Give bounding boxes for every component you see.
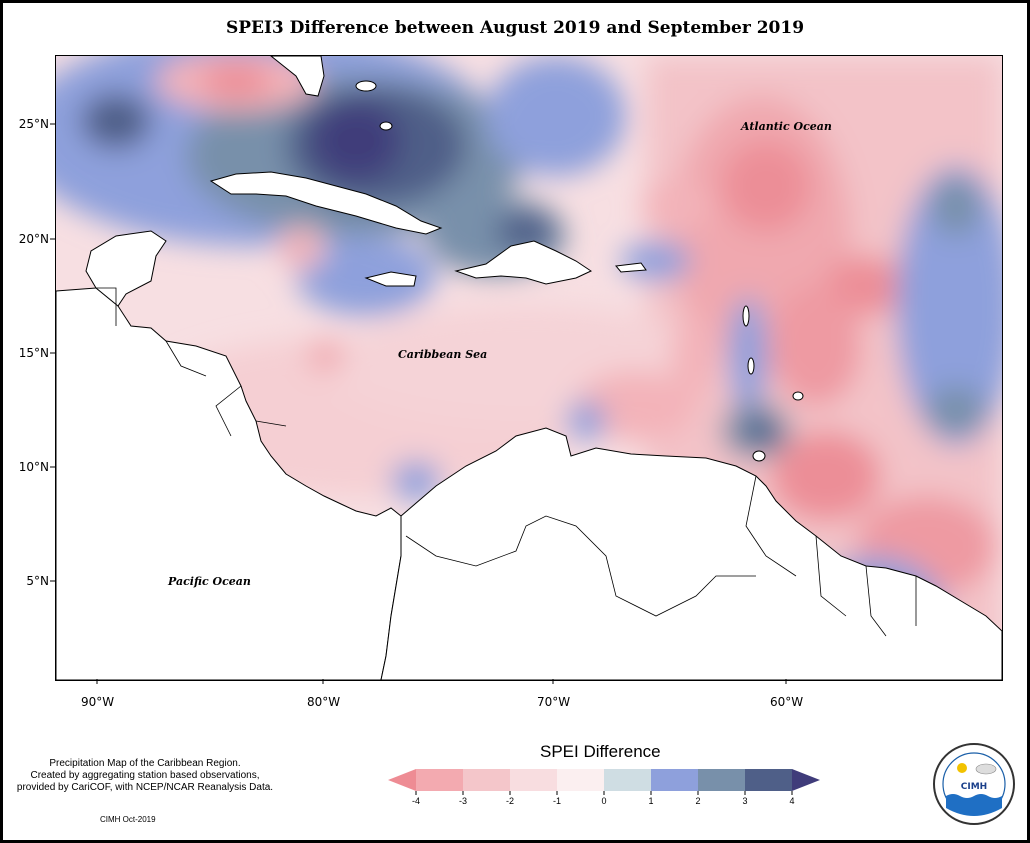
legend-tick-label: -3 <box>459 796 467 806</box>
bahamas-island <box>355 80 377 92</box>
y-tick-label: 25°N <box>18 117 49 131</box>
legend-tick-label: -1 <box>553 796 561 806</box>
x-tick-label: 90°W <box>81 695 115 709</box>
cloud-icon <box>975 763 997 775</box>
map-panel: Atlantic Ocean Caribbean Sea Pacific Oce… <box>55 55 1003 681</box>
legend-tick-label: 2 <box>695 796 700 806</box>
x-tick-label: 60°W <box>770 695 804 709</box>
legend-swatch <box>698 769 745 791</box>
legend-tick-label: 0 <box>601 796 606 806</box>
barbados-island <box>792 391 804 401</box>
trinidad-island <box>752 450 766 462</box>
legend-tick-label: 4 <box>789 796 794 806</box>
land-masses <box>56 56 1002 680</box>
sun-icon <box>957 763 967 773</box>
legend-swatch <box>651 769 698 791</box>
y-tick-label: 5°N <box>26 574 49 588</box>
y-tick-label: 20°N <box>18 232 49 246</box>
credit-line: provided by CariCOF, with NCEP/NCAR Rean… <box>16 782 274 793</box>
legend-arrow-left <box>388 769 416 791</box>
yucatan-land <box>85 230 167 307</box>
legend-swatch <box>604 769 651 791</box>
cuba-land <box>209 171 443 235</box>
lesser-antilles-island <box>747 357 755 375</box>
bahamas-island <box>379 121 393 131</box>
legend-colorbar: -4 -3 -2 -1 0 1 2 3 4 <box>388 769 820 806</box>
map-title: SPEI3 Difference between August 2019 and… <box>225 18 805 38</box>
pacific-ocean-label: Pacific Ocean <box>168 575 251 588</box>
south-america-land <box>380 427 1002 680</box>
legend-tick-label: -2 <box>506 796 514 806</box>
legend-title: SPEI Difference <box>540 742 661 761</box>
spei-map-svg <box>56 56 1002 680</box>
legend-tick-label: 3 <box>742 796 747 806</box>
legend-tick-label: 1 <box>648 796 653 806</box>
jamaica-land <box>364 271 417 287</box>
atlantic-ocean-label: Atlantic Ocean <box>741 120 832 133</box>
credit-line: Created by aggregating station based obs… <box>30 770 260 781</box>
puerto-rico-land <box>615 262 647 273</box>
y-tick-marks <box>50 123 55 582</box>
x-tick-marks <box>96 679 787 684</box>
logo-text: CIMH <box>961 782 987 792</box>
florida-land <box>270 56 325 97</box>
credit-date: CIMH Oct-2019 <box>100 815 156 824</box>
y-tick-label: 15°N <box>18 346 49 360</box>
lesser-antilles-island <box>742 305 750 327</box>
legend-arrow-right <box>792 769 820 791</box>
legend-swatch <box>463 769 510 791</box>
credit-line: Precipitation Map of the Caribbean Regio… <box>49 758 241 769</box>
spei-field <box>56 56 1002 680</box>
legend-swatch <box>557 769 604 791</box>
legend-tick-label: -4 <box>412 796 420 806</box>
waves-icon <box>946 794 1002 816</box>
legend-swatch <box>416 769 463 791</box>
y-tick-label: 10°N <box>18 460 49 474</box>
hispaniola-land <box>454 240 593 285</box>
x-tick-label: 70°W <box>537 695 571 709</box>
cimh-logo: CIMH <box>933 743 1015 825</box>
legend-swatch <box>510 769 557 791</box>
x-tick-label: 80°W <box>307 695 341 709</box>
caribbean-sea-label: Caribbean Sea <box>398 348 488 361</box>
legend-swatch <box>745 769 792 791</box>
credit-text: Precipitation Map of the Caribbean Regio… <box>0 758 290 794</box>
country-borders <box>96 287 917 637</box>
